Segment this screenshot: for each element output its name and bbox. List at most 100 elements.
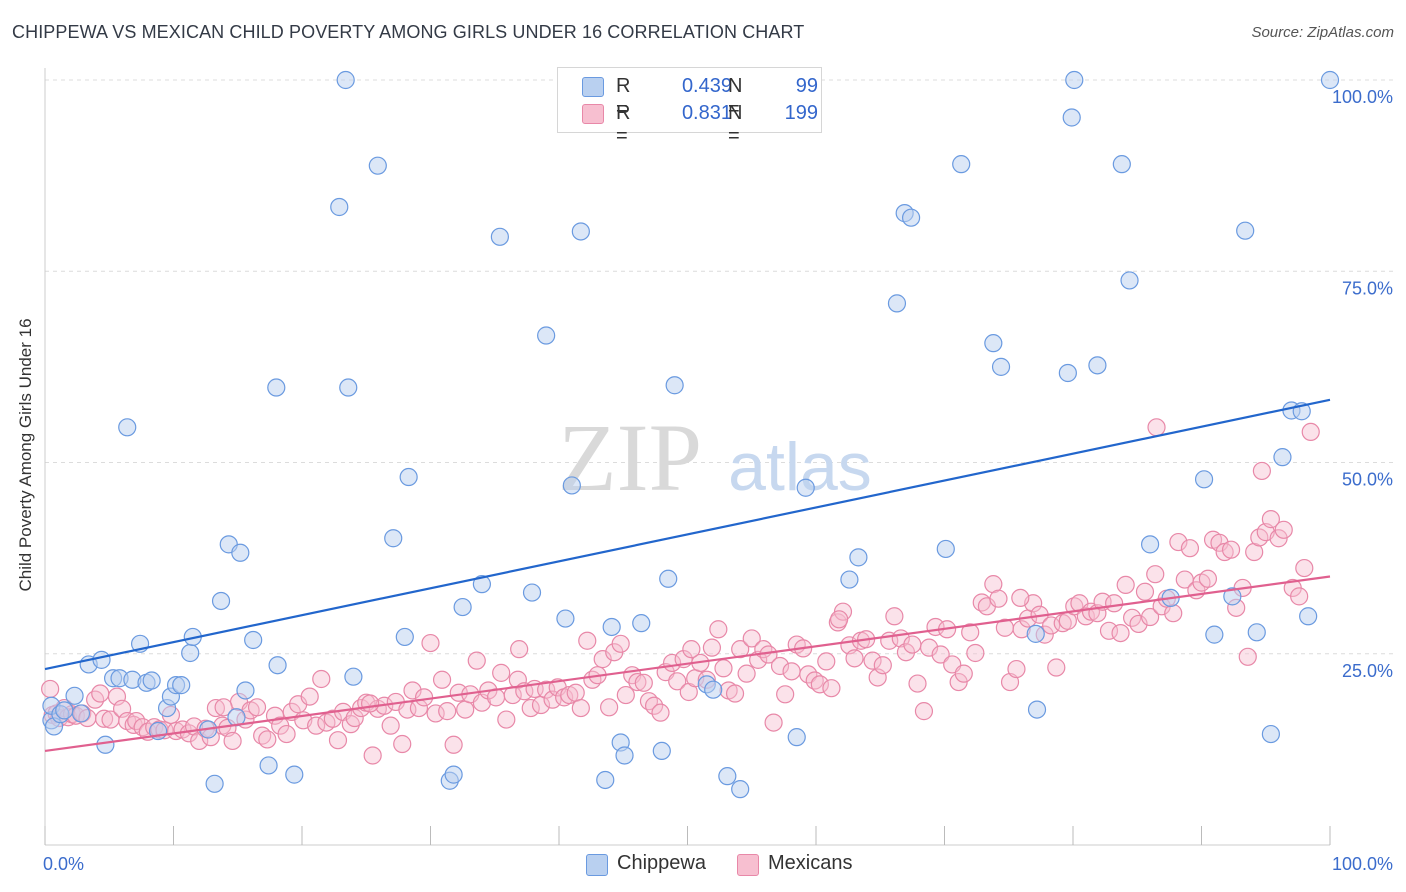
chippewa-point: [562, 476, 581, 495]
bottom-legend-label-chippewa: Chippewa: [617, 852, 706, 874]
chippewa-point: [840, 570, 859, 589]
mexicans-point: [1252, 461, 1271, 481]
mexicans-point: [521, 698, 540, 718]
mexicans-point: [742, 629, 761, 648]
legend-r-value-chippewa: 0.439: [681, 75, 732, 97]
chippewa-point: [490, 227, 509, 246]
mexicans-point: [1295, 558, 1314, 578]
mexicans-point: [300, 687, 319, 706]
chippewa-point: [571, 222, 590, 241]
mexicans-point: [1099, 621, 1119, 640]
chippewa-point: [704, 680, 723, 699]
chippewa-point: [602, 617, 621, 637]
mexicans-point: [709, 620, 728, 639]
mexicans-point: [830, 610, 849, 629]
chippewa-point: [55, 701, 74, 720]
chippewa-point: [211, 591, 231, 611]
chippewa-point: [205, 774, 224, 793]
chippewa-point: [384, 529, 403, 548]
mexicans-point: [571, 698, 590, 718]
mexicans-point: [1301, 422, 1320, 441]
mexicans-point: [593, 650, 612, 669]
y-tick-label: 100.0%: [1332, 87, 1393, 107]
x-tick-label: 100.0%: [1332, 854, 1393, 874]
mexicans-points: [41, 418, 1320, 765]
mexicans-point: [393, 734, 412, 754]
chippewa-point: [344, 667, 363, 686]
chippewa-point: [268, 656, 287, 675]
chippewa-point: [267, 378, 286, 397]
mexicans-point: [1007, 659, 1026, 679]
chippewa-point: [368, 156, 387, 175]
mexicans-point: [1164, 604, 1183, 623]
chippewa-point: [1236, 221, 1255, 240]
mexicans-point: [903, 635, 922, 654]
mexicans-point: [307, 716, 326, 735]
mexicans-point: [1180, 539, 1200, 558]
y-tick-label: 75.0%: [1342, 278, 1393, 298]
mexicans-point: [782, 662, 801, 681]
y-axis-label: Child Poverty Among Girls Under 16: [16, 318, 35, 592]
mexicans-point: [634, 673, 653, 692]
correlation-legend: R = 0.439 N = 99 R = 0.831 N = 199: [557, 67, 822, 147]
legend-r-label: R =: [616, 102, 631, 147]
mexicans-point: [41, 679, 60, 699]
chippewa-point: [330, 197, 349, 217]
chippewa-point: [1058, 363, 1077, 383]
mexicans-point: [885, 607, 904, 626]
chippewa-point: [259, 756, 278, 775]
mexicans-point: [444, 735, 463, 754]
watermark: ZIP atlas: [558, 404, 872, 511]
mexicans-point: [414, 688, 434, 707]
tick-labels: 25.0% 50.0% 75.0% 100.0% 0.0% 100.0%: [43, 87, 1393, 874]
mexicans-point: [456, 700, 475, 719]
mexicans-point: [381, 716, 400, 735]
mexicans-point: [863, 651, 882, 670]
trend-lines: [44, 398, 1331, 752]
mexicans-point: [508, 670, 527, 689]
mexicans-point: [363, 746, 382, 765]
mexicans-point: [776, 685, 795, 704]
chippewa-point: [1247, 623, 1266, 642]
chippewa-point: [453, 597, 472, 617]
watermark-zip: ZIP: [558, 404, 702, 511]
chippewa-point: [92, 650, 111, 669]
mexicans-point: [919, 638, 939, 657]
mexicans-point: [492, 663, 511, 682]
mexicans-point: [1140, 607, 1160, 627]
chippewa-point: [984, 334, 1003, 353]
mexicans-point: [1261, 510, 1280, 529]
mexicans-point: [323, 709, 342, 728]
chippewa-point: [787, 728, 806, 747]
mexicans-point: [822, 679, 841, 698]
mexicans-point: [277, 724, 296, 744]
chippewa-point: [1065, 70, 1084, 90]
bottom-legend-swatch-chippewa: [586, 854, 608, 876]
mexicans-point: [1105, 594, 1124, 613]
mexicans-point: [1042, 616, 1061, 635]
chippewa-point: [901, 208, 921, 227]
mexicans-point: [600, 698, 619, 717]
chippewa-point: [731, 780, 750, 799]
mexicans-point: [817, 652, 836, 671]
chippewa-point: [1223, 587, 1242, 606]
y-tick-label: 25.0%: [1342, 661, 1393, 681]
chippewa-point: [936, 539, 955, 559]
mexicans-point: [1135, 582, 1155, 601]
mexicans-point: [403, 681, 422, 700]
chippewa-point: [1026, 624, 1045, 643]
mexicans-point: [95, 709, 114, 728]
chippewa-point: [444, 765, 463, 784]
bottom-legend-label-mexicans: Mexicans: [768, 852, 853, 874]
mexicans-point: [566, 683, 585, 702]
mexicans-trend-line: [44, 575, 1331, 752]
chart-title: CHIPPEWA VS MEXICAN CHILD POVERTY AMONG …: [12, 22, 805, 42]
mexicans-point: [328, 731, 348, 750]
chippewa-point: [244, 630, 263, 650]
mexicans-point: [467, 651, 486, 670]
mexicans-point: [1169, 532, 1188, 552]
mexicans-point: [258, 730, 277, 749]
legend-n-value-chippewa: 99: [795, 75, 818, 97]
chippewa-point: [718, 767, 737, 786]
legend-r-label: R =: [616, 75, 631, 120]
